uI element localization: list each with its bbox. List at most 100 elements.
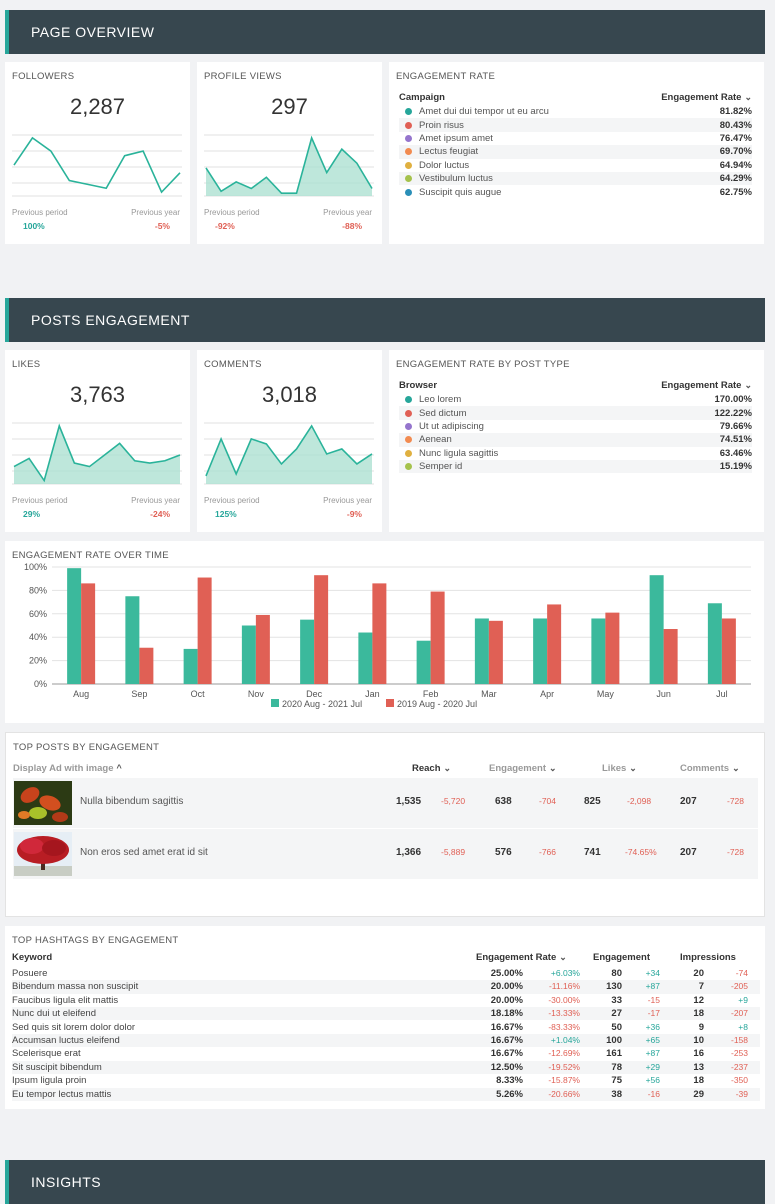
legend-dot-icon [405,188,412,196]
previous-period-value: 29% [23,509,41,519]
engagement-delta: -17 [647,1008,660,1019]
bar-previous[interactable] [488,620,503,684]
profile-views-widget: PROFILE VIEWS 297 Previous period Previo… [197,62,382,244]
keyword: Bibendum massa non suscipit [12,981,139,993]
post-column-label: Display Ad with image [13,763,114,774]
bar-current[interactable] [591,618,606,684]
bar-current[interactable] [125,596,140,684]
bar-previous[interactable] [81,583,96,684]
bar-current[interactable] [416,640,431,684]
list-item[interactable]: Suscipit quis augue 62.75% [399,185,752,198]
list-item[interactable]: Sed dictum 122.22% [399,406,752,420]
previous-year-label: Previous year [131,496,180,505]
bar-previous[interactable] [547,604,562,684]
bar-current[interactable] [67,568,82,684]
engagement-over-time-chart: 0% 20% 40% 60% 80% 100% Aug Sep Oct Nov Dec Jan Feb M… [24,562,751,709]
keyword-column-header: Keyword [12,952,53,963]
engagement-rate-table: Campaign Engagement Rate ⌄ Amet dui dui tem… [399,90,752,199]
chevron-down-icon: ⌄ [629,763,637,773]
engagement-rate-value: 16.67% [490,1021,523,1033]
bar-previous[interactable] [372,583,387,684]
engagement-rate-delta: -30.00% [548,994,580,1005]
legend-label[interactable]: 2020 Aug - 2021 Jul [282,699,362,709]
x-tick-label: Dec [306,689,323,699]
list-item[interactable]: Lectus feugiat 69.70% [399,145,752,159]
table-row[interactable]: Bibendum massa non suscipit 20.00% -11.16%… [12,980,760,994]
legend-dot-icon [405,409,412,417]
table-row[interactable]: Ipsum ligula proin 8.33% -15.87% 75 +56 18 -35… [12,1074,760,1087]
engagement-value: 576 [495,847,512,858]
list-item[interactable]: Aenean 74.51% [399,433,752,447]
comments-delta: -728 [727,796,745,806]
post-column-header[interactable]: Display Ad with image ^ [13,763,122,774]
bar-current[interactable] [707,603,722,684]
table-row[interactable]: Sit suscipit bibendum 12.50% -19.52% 78 +29 1… [12,1060,760,1075]
list-item[interactable]: Vestibulum luctus 64.29% [399,171,752,186]
table-row[interactable]: Faucibus ligula elit mattis 20.00% -30.00%… [12,994,760,1007]
engagement-rate-delta: -12.69% [548,1048,580,1059]
x-tick-label: Jan [365,689,380,699]
previous-year-value: -9% [346,509,362,519]
likes-value: 3,763 [69,382,126,407]
table-row[interactable]: Non eros sed amet erat id sit 1,366 -5,8… [13,829,758,879]
engagement-value: 100 [606,1035,622,1046]
impressions-delta: -207 [730,1008,748,1019]
engagement-rate-column-header[interactable]: Engagement Rate ⌄ [661,380,752,391]
list-item[interactable]: Dolor luctus 64.94% [399,159,752,172]
engagement-value: 38 [611,1088,622,1100]
engagement-rate-column-header[interactable]: Engagement Rate ⌄ [661,92,752,103]
previous-period-label: Previous period [12,496,68,505]
bar-previous[interactable] [605,612,620,684]
engagement-rate-column-header[interactable]: Engagement Rate ⌄ [476,952,567,963]
item-name: Amet dui dui tempor ut eu arcu [419,106,549,118]
bar-previous[interactable] [197,577,212,684]
list-item[interactable]: Amet ipsum amet 76.47% [399,132,752,145]
bar-current[interactable] [241,625,256,685]
legend-label[interactable]: 2019 Aug - 2020 Jul [397,699,477,709]
bar-current[interactable] [533,618,548,684]
list-item[interactable]: Semper id 15.19% [399,459,752,474]
table-row[interactable]: Accumsan luctus eleifend 16.67% +1.04% 100 +… [12,1034,760,1048]
reach-column-header[interactable]: Reach ⌄ [412,763,451,774]
bar-previous[interactable] [430,591,445,684]
sparkline-line [205,135,373,194]
engagement-column-header[interactable]: Engagement ⌄ [489,763,557,774]
bar-previous[interactable] [255,614,270,684]
table-row[interactable]: Scelerisque erat 16.67% -12.69% 161 +87 16 -25… [12,1047,760,1060]
engagement-rate-delta: -19.52% [548,1061,580,1072]
reach-delta: -5,720 [441,796,466,806]
table-row[interactable]: Nulla bibendum sagittis 1,535 -5,720 638… [13,778,758,828]
bar-previous[interactable] [721,618,736,684]
table-row[interactable]: Posuere 25.00% +6.03% 80 +34 20 -74 [12,967,760,980]
list-item[interactable]: Proin risus 80.43% [399,118,752,132]
engagement-rate-delta: -15.87% [548,1075,580,1086]
item-value: 80.43% [719,119,752,131]
comments-widget: COMMENTS 3,018 Previous period Previous … [197,350,382,532]
bar-current[interactable] [183,648,198,684]
legend-dot-icon [405,108,412,116]
comments-column-header[interactable]: Comments ⌄ [680,763,740,774]
bar-current[interactable] [474,618,489,684]
x-tick-label: Jul [716,689,728,699]
bar-previous[interactable] [663,629,678,684]
table-row[interactable]: Nunc dui ut eleifend 18.18% -13.33% 27 -17 18… [12,1007,760,1021]
engagement-delta: -704 [539,796,557,806]
list-item[interactable]: Nunc ligula sagittis 63.46% [399,447,752,460]
bar-previous[interactable] [139,647,154,684]
x-tick-label: Feb [423,689,439,699]
list-item[interactable]: Amet dui dui tempor ut eu arcu 81.82% [399,105,752,118]
bar-current[interactable] [649,575,664,684]
list-item[interactable]: Ut ut adipiscing 79.66% [399,420,752,433]
sparkline-line [13,423,181,483]
engagement-rate-value: 25.00% [490,968,523,979]
bar-previous[interactable] [314,575,329,684]
previous-year-value: -24% [150,509,170,519]
bar-current[interactable] [358,632,373,684]
table-row[interactable]: Sed quis sit lorem dolor dolor 16.67% -83.… [12,1021,760,1034]
list-item[interactable]: Leo lorem 170.00% [399,393,752,406]
chevron-down-icon: ⌄ [443,763,452,773]
bar-current[interactable] [300,619,315,684]
table-row[interactable]: Eu tempor lectus mattis 5.26% -20.66% 38 -16… [12,1087,760,1101]
previous-period-label: Previous period [204,496,260,505]
likes-column-header[interactable]: Likes ⌄ [602,763,637,774]
